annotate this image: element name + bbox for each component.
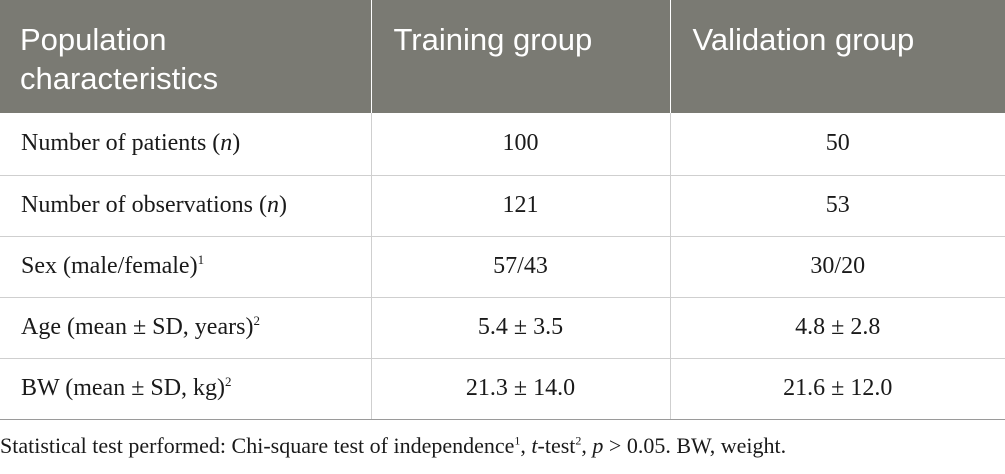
- row-label-post: ): [232, 130, 241, 157]
- row-label: Sex (male/female)1: [0, 236, 372, 298]
- row-label-text: Age (mean ± SD, years): [21, 314, 254, 340]
- training-value: 121: [371, 175, 671, 237]
- table-row: BW (mean ± SD, kg)2 21.3 ± 14.0 21.6 ± 1…: [0, 358, 1005, 420]
- row-label: Number of observations (n): [0, 175, 372, 237]
- validation-value: 53: [670, 175, 1005, 237]
- characteristics-table: Population characteristics Training grou…: [0, 0, 1005, 420]
- validation-value: 4.8 ± 2.8: [670, 297, 1005, 359]
- header-training-group: Training group: [371, 0, 671, 113]
- row-label: Number of patients (n): [0, 113, 372, 176]
- header-validation-group: Validation group: [670, 0, 1005, 113]
- validation-value: 30/20: [670, 236, 1005, 298]
- row-label-var: n: [266, 192, 279, 218]
- table-footnote: Statistical test performed: Chi-square t…: [0, 431, 1005, 461]
- table-body: Number of patients (n) 100 50 Number of …: [0, 113, 1005, 420]
- footnote-text-2: ,: [520, 433, 532, 458]
- footnote-text-1: Statistical test performed: Chi-square t…: [0, 433, 515, 458]
- footnote-marker-1: 1: [514, 433, 521, 448]
- row-label-text: Number of patients (: [21, 130, 221, 157]
- header-row: Population characteristics Training grou…: [0, 0, 1005, 113]
- row-label-text: Sex (male/female): [21, 253, 198, 279]
- table-row: Number of patients (n) 100 50: [0, 113, 1005, 176]
- footnote-marker: 1: [197, 252, 205, 267]
- footnote-text-5: > 0.05. BW, weight.: [603, 433, 787, 458]
- row-label-text: BW (mean ± SD, kg): [21, 375, 226, 401]
- header-col1-line1: Population: [20, 22, 167, 57]
- footnote-t-var: t: [531, 433, 538, 458]
- row-label-var: n: [220, 130, 233, 157]
- header-col3-label: Validation group: [692, 22, 915, 57]
- header-col1-line2: characteristics: [20, 61, 219, 96]
- table-row: Sex (male/female)1 57/43 30/20: [0, 236, 1005, 298]
- training-value: 21.3 ± 14.0: [371, 358, 671, 420]
- row-label: BW (mean ± SD, kg)2: [0, 358, 372, 420]
- training-value: 57/43: [371, 236, 671, 298]
- footnote-text-3: -test: [537, 433, 576, 458]
- row-label-text: Number of observations (: [21, 192, 267, 218]
- training-value: 100: [371, 113, 671, 176]
- validation-value: 50: [670, 113, 1005, 176]
- validation-value: 21.6 ± 12.0: [670, 358, 1005, 420]
- row-label-post: ): [278, 192, 287, 218]
- table-header: Population characteristics Training grou…: [0, 0, 1005, 113]
- header-population-characteristics: Population characteristics: [0, 0, 372, 113]
- table-row: Age (mean ± SD, years)2 5.4 ± 3.5 4.8 ± …: [0, 297, 1005, 359]
- footnote-marker: 2: [225, 374, 232, 389]
- footnote-p-var: p: [592, 433, 604, 458]
- footnote-marker: 2: [253, 313, 260, 328]
- row-label: Age (mean ± SD, years)2: [0, 297, 372, 359]
- header-col2-label: Training group: [393, 22, 593, 57]
- footnote-text-4: ,: [581, 433, 593, 458]
- training-value: 5.4 ± 3.5: [371, 297, 671, 359]
- table-row: Number of observations (n) 121 53: [0, 175, 1005, 237]
- footnote-marker-2: 2: [575, 433, 582, 448]
